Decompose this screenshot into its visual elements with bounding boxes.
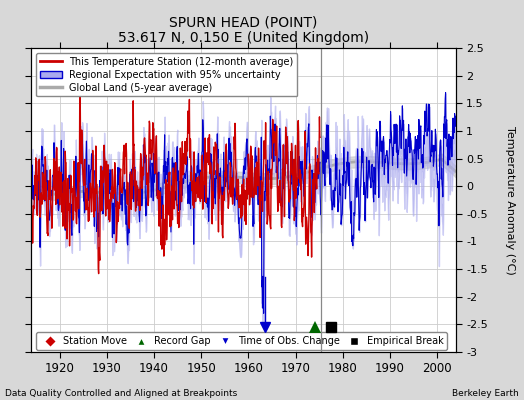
Y-axis label: Temperature Anomaly (°C): Temperature Anomaly (°C): [505, 126, 515, 274]
Text: Berkeley Earth: Berkeley Earth: [452, 389, 519, 398]
Title: SPURN HEAD (POINT)
53.617 N, 0.150 E (United Kingdom): SPURN HEAD (POINT) 53.617 N, 0.150 E (Un…: [118, 15, 369, 46]
Legend: Station Move, Record Gap, Time of Obs. Change, Empirical Break: Station Move, Record Gap, Time of Obs. C…: [36, 332, 447, 350]
Text: Data Quality Controlled and Aligned at Breakpoints: Data Quality Controlled and Aligned at B…: [5, 389, 237, 398]
